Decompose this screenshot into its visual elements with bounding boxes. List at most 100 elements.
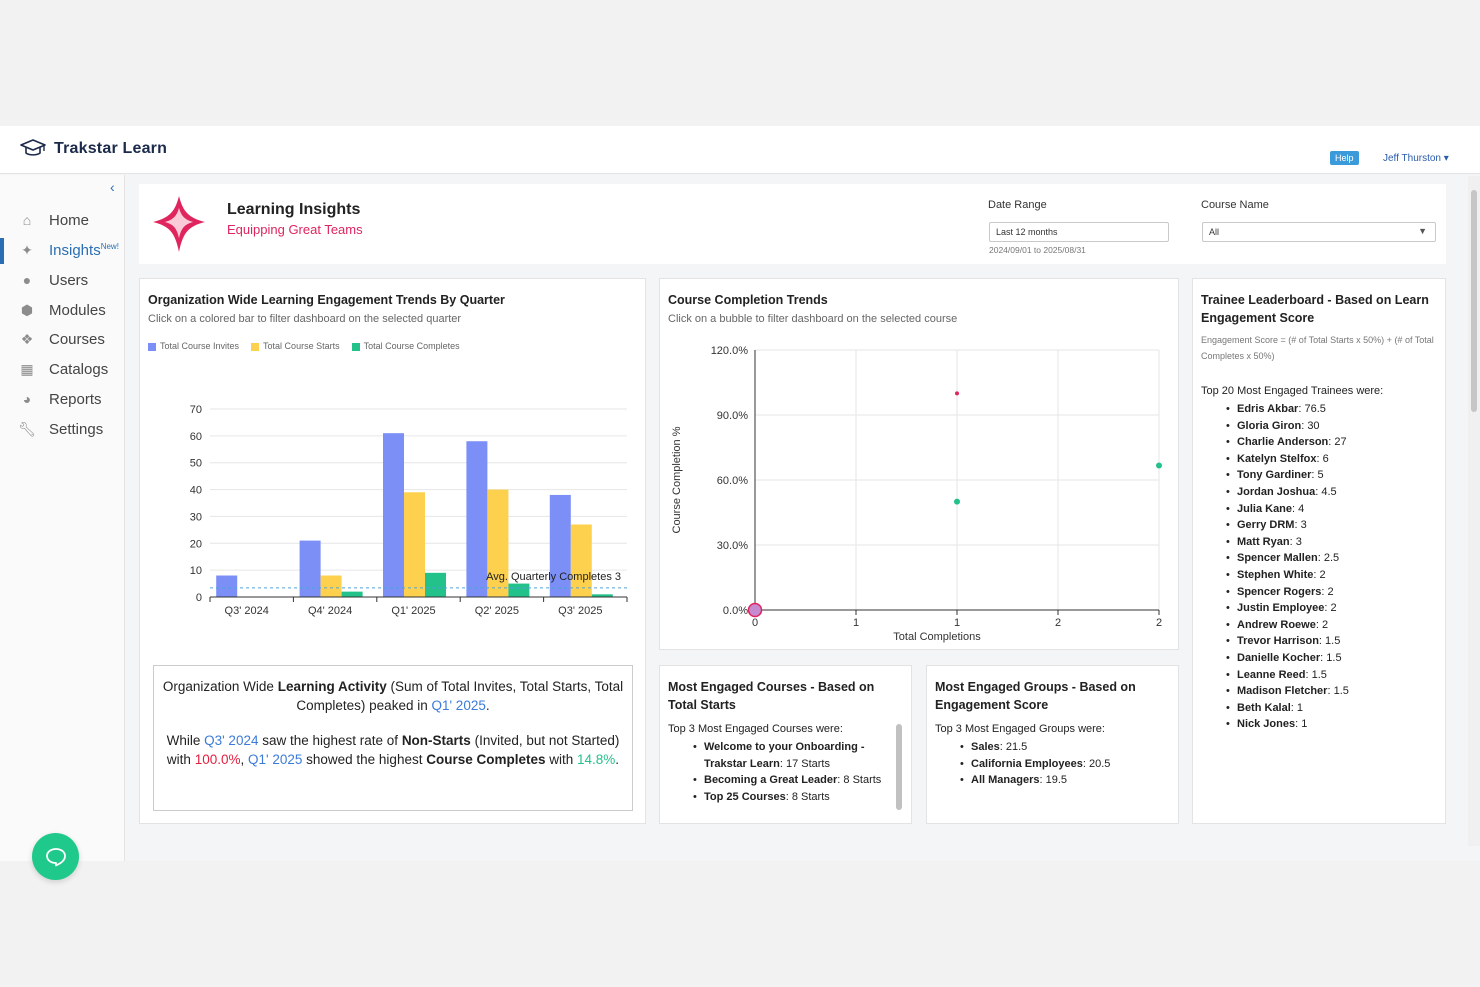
list-item[interactable]: Gerry DRM: 3 [1201, 517, 1441, 534]
list-item[interactable]: Tony Gardiner: 5 [1201, 467, 1441, 484]
sidebar-item-reports[interactable]: ◕ Reports [0, 384, 125, 414]
user-menu[interactable]: Jeff Thurston ▾ [1383, 153, 1449, 164]
scatter-point[interactable] [954, 498, 960, 505]
card-title: Trainee Leaderboard - Based on Learn Eng… [1201, 293, 1429, 325]
summary-text: saw the highest rate of [258, 733, 402, 748]
list-item-value: 76.5 [1304, 403, 1326, 415]
summary-text: While [166, 733, 205, 748]
list-item-name: Madison Fletcher [1237, 685, 1328, 698]
list-item[interactable]: Andrew Roewe: 2 [1201, 617, 1441, 634]
list-item[interactable]: California Employees: 20.5 [935, 756, 1110, 773]
list-item-value: 3 [1300, 519, 1307, 532]
y-tick-label: 50 [190, 458, 202, 470]
list-item-name: Spencer Mallen [1237, 552, 1318, 565]
list-item[interactable]: Spencer Mallen: 2.5 [1201, 550, 1441, 567]
list-item-value: 1.5 [1326, 651, 1342, 664]
sidebar-item-insights[interactable]: ✦ InsightsNew! [0, 235, 125, 265]
list-item-name: Jordan Joshua [1237, 485, 1316, 498]
y-tick-label: 40 [190, 485, 202, 497]
list-item[interactable]: Top 25 Courses: 8 Starts [668, 789, 890, 806]
brand[interactable]: Trakstar Learn [20, 138, 167, 160]
list-item[interactable]: Charlie Anderson: 27 [1201, 434, 1441, 451]
legend-label: Total Course Completes [363, 341, 460, 351]
list-item-value: 1 [1301, 718, 1308, 731]
bar-total-course-starts[interactable] [404, 492, 425, 597]
course-name-value: All [1209, 227, 1220, 237]
sidebar-item-catalogs[interactable]: ▦ Catalogs [0, 354, 125, 384]
summary-text: Organization Wide [162, 679, 278, 694]
card-title: Most Engaged Groups - Based on Engagemen… [935, 680, 1136, 712]
sidebar-item-courses[interactable]: ❖ Courses [0, 324, 125, 354]
list-item[interactable]: Matt Ryan: 3 [1201, 534, 1441, 551]
list-intro: Top 3 Most Engaged Groups were: [935, 723, 1105, 735]
list-item[interactable]: Leanne Reed: 1.5 [1201, 667, 1441, 684]
list-item[interactable]: Nick Jones: 1 [1201, 716, 1441, 733]
list-item-name: Katelyn Stelfox [1237, 452, 1317, 465]
list-item[interactable]: All Managers: 19.5 [935, 772, 1110, 789]
legend-item[interactable]: Total Course Starts [251, 341, 340, 351]
bar-total-course-invites[interactable] [549, 494, 571, 597]
list-item-value: 6 [1322, 452, 1329, 465]
chat-button[interactable] [32, 833, 79, 880]
x-axis-label: Total Completions [893, 631, 981, 643]
list-scrollbar[interactable] [896, 724, 902, 810]
legend-item[interactable]: Total Course Invites [148, 341, 239, 351]
page-scrollbar-track[interactable] [1468, 176, 1480, 846]
sidebar-item-settings[interactable]: 🔧︎ Settings [0, 414, 125, 444]
list-item[interactable]: Julia Kane: 4 [1201, 501, 1441, 518]
list-item-name: Justin Employee [1237, 602, 1325, 615]
bar-total-course-completes[interactable] [508, 583, 530, 597]
page-scrollbar-thumb[interactable] [1471, 190, 1477, 412]
list-item[interactable]: Katelyn Stelfox: 6 [1201, 451, 1441, 468]
legend-item[interactable]: Total Course Completes [351, 341, 460, 351]
collapse-chevron-icon[interactable]: ‹ [110, 179, 115, 195]
wrench-icon: 🔧︎ [18, 420, 36, 437]
list-item[interactable]: Madison Fletcher: 1.5 [1201, 683, 1441, 700]
sidebar-item-modules[interactable]: ⬢ Modules [0, 295, 125, 325]
list-item[interactable]: Edris Akbar: 76.5 [1201, 401, 1441, 418]
list-item[interactable]: Spencer Rogers: 2 [1201, 584, 1441, 601]
bar-total-course-invites[interactable] [299, 540, 321, 597]
card-title: Course Completion Trends [668, 293, 828, 307]
list-item[interactable]: Stephen White: 2 [1201, 567, 1441, 584]
x-tick-label: 2 [1156, 617, 1162, 629]
list-item-name: Tony Gardiner [1237, 469, 1312, 482]
list-item-value: 8 Starts [843, 774, 882, 787]
list-item[interactable]: Jordan Joshua: 4.5 [1201, 484, 1441, 501]
bar-total-course-starts[interactable] [570, 524, 592, 597]
summary-text: Q1' 2025 [431, 698, 486, 713]
card-title: Most Engaged Courses - Based on Total St… [668, 680, 875, 712]
course-name-select[interactable]: All ▼ [1202, 222, 1436, 242]
scatter-point[interactable] [955, 391, 959, 396]
bar-total-course-completes[interactable] [341, 591, 363, 597]
pie-icon: ◕ [22, 391, 32, 407]
bar-total-course-starts[interactable] [320, 575, 342, 597]
sidebar-item-users[interactable]: ● Users [0, 265, 125, 295]
list-item[interactable]: Trevor Harrison: 1.5 [1201, 633, 1441, 650]
list-item[interactable]: Justin Employee: 2 [1201, 600, 1441, 617]
list-item[interactable]: Becoming a Great Leader: 8 Starts [668, 772, 890, 789]
list-item-value: 30 [1307, 419, 1320, 432]
scatter-point[interactable] [747, 602, 763, 618]
sidebar-item-label: Modules [49, 301, 106, 319]
bar-total-course-invites[interactable] [383, 433, 404, 597]
bar-total-course-completes[interactable] [425, 572, 446, 597]
bar-total-course-invites[interactable] [466, 441, 488, 597]
bar-total-course-starts[interactable] [487, 489, 509, 597]
engagement-trends-card: Organization Wide Learning Engagement Tr… [139, 278, 646, 824]
summary-text: (Sum of Total Invites, Total Starts, Tot… [296, 679, 624, 713]
list-item[interactable]: Welcome to your Onboarding - Trakstar Le… [668, 739, 890, 772]
date-range-select[interactable]: Last 12 months [989, 222, 1169, 242]
list-item[interactable]: Beth Kalal: 1 [1201, 700, 1441, 717]
completion-scatter-chart: 0.0% 30.0% 60.0% 90.0% 120.0% 0 1 1 2 2 Total Comp… [671, 345, 1162, 643]
courses-list: Welcome to your Onboarding - Trakstar Le… [668, 739, 890, 805]
list-item[interactable]: Danielle Kocher: 1.5 [1201, 650, 1441, 667]
help-button[interactable]: Help [1330, 151, 1359, 165]
list-item[interactable]: Sales: 21.5 [935, 739, 1110, 756]
list-item[interactable]: Gloria Giron: 30 [1201, 418, 1441, 435]
bar-total-course-invites[interactable] [216, 575, 238, 597]
sidebar-item-home[interactable]: ⌂ Home [0, 205, 125, 235]
bar-total-course-completes[interactable] [591, 594, 613, 597]
y-tick-label: 120.0% [711, 345, 749, 357]
scatter-point[interactable] [1156, 462, 1162, 469]
